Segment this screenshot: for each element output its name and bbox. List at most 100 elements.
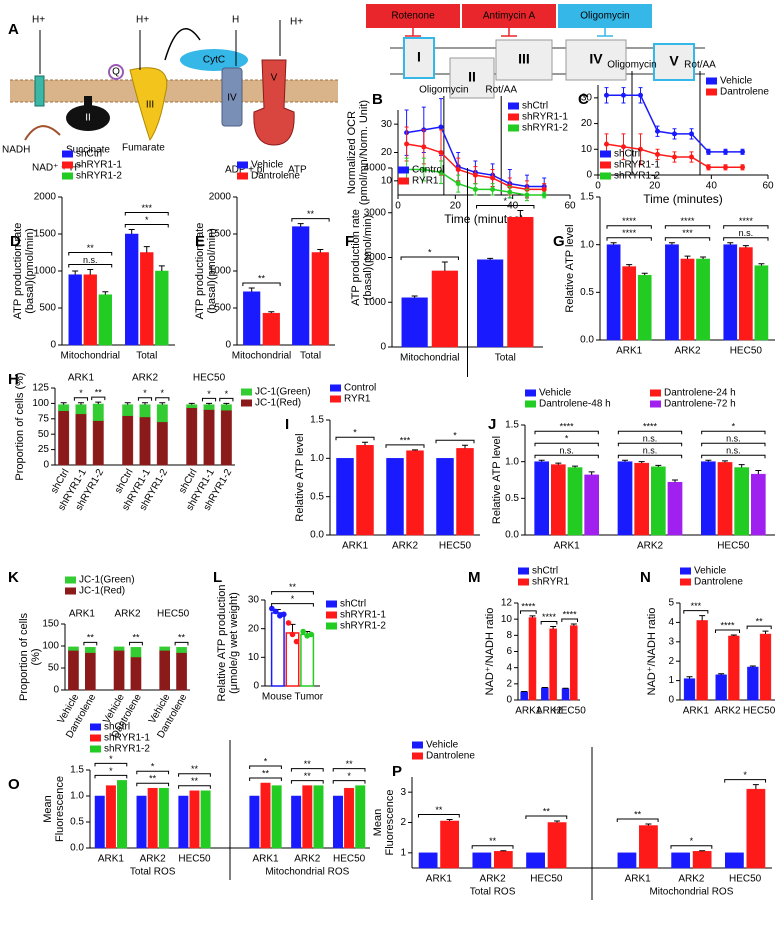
data-point [273,608,279,615]
legend-swatch [508,102,519,110]
error-bar [223,402,230,405]
error-bar [752,784,759,790]
point [421,144,427,150]
significance-bracket [534,430,599,435]
significance-bracket [540,620,558,625]
y-tick-label: 0 [506,695,512,706]
significance-label: **** [680,216,695,226]
x-tick-label: 0 [395,201,401,212]
bar [651,466,666,536]
legend-label: shRYR1 [532,577,569,588]
significance-bracket [525,815,568,819]
legend-label: shCtrl [522,101,548,112]
inhibitor-box [366,4,460,28]
point [638,92,643,98]
significance-label: * [225,389,229,399]
point [490,186,496,192]
significance-label: *** [682,228,693,238]
significance-label: * [109,766,113,776]
point [541,192,547,198]
error-bar [441,261,448,271]
significance-bracket [94,762,128,767]
y-tick-label: 8 [506,630,512,641]
point [723,149,728,155]
significance-bracket [136,770,170,775]
x-tick-label: ARK1 [252,854,279,865]
x-tick-label: ARK2 [637,541,664,552]
bar [58,404,70,412]
panel-label: D [10,233,21,250]
significance-label: * [690,836,694,846]
y-tick-label: 500 [39,303,56,314]
bar [746,788,766,869]
bar [551,464,566,536]
significance-bracket [124,212,169,216]
y-tick-label: 0.5 [70,817,84,828]
x-tick-label: ARK1 [554,541,581,552]
y-tick-label: 1.0 [580,239,594,250]
inhibitor-box [462,4,556,28]
y-tick-label: 1.5 [505,420,519,431]
significance-bracket [242,282,281,287]
error-bar [297,223,304,227]
x-tick-label: Total [300,351,321,362]
error-bar [588,471,595,475]
significance-label: * [428,247,432,257]
y-axis-label: (μmole/g wet weight) [228,592,240,694]
y-tick-label: 50 [38,429,50,440]
point [604,92,609,98]
point [541,186,547,192]
legend-label: shRYR1-2 [522,123,568,134]
y-axis-label: (basal)(pmol/min) [24,228,36,314]
legend-label: Control [412,165,444,176]
bar [637,274,652,341]
x-tick-label: ARK1 [515,706,542,717]
y-axis-label: NAD⁺/NADH ratio [484,608,496,696]
bar [220,404,232,411]
y-tick-label: 1500 [34,229,57,240]
legend-swatch [525,400,536,408]
y-tick-label: 10 [248,652,260,663]
significance-bracket [385,444,425,448]
error-bar [762,630,769,635]
y-tick-label: 0 [50,340,56,351]
significance-label: ** [191,776,199,786]
complex-label: II [85,113,91,124]
bar [738,247,753,341]
bar [639,825,658,869]
substrate-label: ATP [288,165,307,176]
significance-bracket [332,768,366,772]
bar [520,691,528,701]
y-tick-label: 0 [668,695,674,706]
error-bar [529,615,536,618]
significance-label: n.s. [643,446,658,456]
y-tick-label: 0.5 [580,287,594,298]
bar [401,297,428,348]
significance-label: ** [307,209,315,219]
legend-swatch [62,150,73,158]
significance-label: ** [87,243,95,253]
y-tick-label: 0 [225,340,231,351]
significance-label: ** [346,759,354,769]
significance-label: * [143,388,147,398]
data-point [293,638,300,645]
y-tick-label: 100 [32,398,49,409]
bar [159,650,170,691]
chain-label: V [669,53,679,69]
bar [58,410,70,466]
x-tick-label: HEC50 [333,854,366,865]
chain-label: I [417,49,421,65]
chain-box [449,57,495,99]
group-label: ARK2 [114,609,141,620]
point [621,92,626,98]
error-bar [487,257,494,260]
bar [541,687,549,701]
significance-bracket [136,782,170,787]
y-axis-label: NAD⁺/NADH ratio [646,608,658,696]
group-label: HEC50 [193,373,226,384]
bar [158,787,169,849]
significance-bracket [219,397,234,402]
x-tick-label: ARK1 [683,706,710,717]
group-label: ARK2 [132,373,159,384]
bar [156,404,168,423]
